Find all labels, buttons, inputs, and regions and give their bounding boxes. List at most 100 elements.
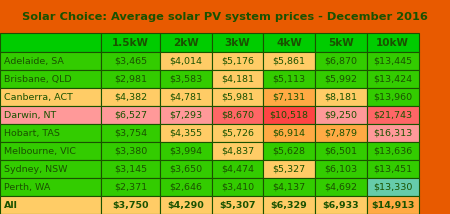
Text: $13,424: $13,424 bbox=[373, 74, 412, 83]
Text: $6,870: $6,870 bbox=[324, 56, 357, 65]
Text: $5,726: $5,726 bbox=[221, 128, 254, 138]
Bar bbox=[315, 70, 367, 88]
Bar bbox=[101, 52, 160, 70]
Bar bbox=[101, 124, 160, 142]
Text: $3,410: $3,410 bbox=[221, 183, 254, 192]
Text: $4,290: $4,290 bbox=[167, 201, 204, 210]
Text: $6,501: $6,501 bbox=[324, 147, 357, 156]
Bar bbox=[160, 33, 212, 52]
Text: $4,837: $4,837 bbox=[221, 147, 254, 156]
Bar bbox=[367, 52, 419, 70]
Text: $21,743: $21,743 bbox=[373, 110, 412, 119]
Text: 4kW: 4kW bbox=[276, 38, 302, 48]
Text: $4,181: $4,181 bbox=[221, 74, 254, 83]
Text: 5kW: 5kW bbox=[328, 38, 354, 48]
Bar bbox=[0, 106, 101, 124]
Bar bbox=[212, 88, 263, 106]
Text: $4,014: $4,014 bbox=[169, 56, 202, 65]
Text: $5,628: $5,628 bbox=[273, 147, 306, 156]
Bar bbox=[212, 124, 263, 142]
Bar bbox=[101, 88, 160, 106]
Bar bbox=[315, 33, 367, 52]
Text: $3,750: $3,750 bbox=[112, 201, 149, 210]
Text: 10kW: 10kW bbox=[376, 38, 409, 48]
Bar bbox=[212, 52, 263, 70]
Text: $3,145: $3,145 bbox=[114, 165, 147, 174]
Bar bbox=[315, 88, 367, 106]
Text: $5,981: $5,981 bbox=[221, 92, 254, 101]
Text: Melbourne, VIC: Melbourne, VIC bbox=[4, 147, 76, 156]
Text: $8,670: $8,670 bbox=[221, 110, 254, 119]
Text: $13,451: $13,451 bbox=[373, 165, 412, 174]
Bar bbox=[212, 178, 263, 196]
Text: Sydney, NSW: Sydney, NSW bbox=[4, 165, 67, 174]
Text: 1.5kW: 1.5kW bbox=[112, 38, 149, 48]
Text: $13,960: $13,960 bbox=[373, 92, 412, 101]
Bar bbox=[263, 124, 315, 142]
Bar bbox=[160, 178, 212, 196]
Text: $3,380: $3,380 bbox=[114, 147, 147, 156]
Text: $16,313: $16,313 bbox=[373, 128, 412, 138]
Bar bbox=[212, 33, 263, 52]
Bar bbox=[315, 106, 367, 124]
Bar bbox=[0, 70, 101, 88]
Bar bbox=[0, 142, 101, 160]
Text: $9,250: $9,250 bbox=[324, 110, 357, 119]
Text: $3,583: $3,583 bbox=[169, 74, 202, 83]
Text: $4,474: $4,474 bbox=[221, 165, 254, 174]
Bar bbox=[101, 70, 160, 88]
Bar bbox=[315, 196, 367, 214]
Bar bbox=[160, 124, 212, 142]
Text: 2kW: 2kW bbox=[173, 38, 198, 48]
Bar bbox=[367, 160, 419, 178]
Bar bbox=[263, 160, 315, 178]
Bar bbox=[367, 88, 419, 106]
Bar bbox=[263, 33, 315, 52]
Text: $6,914: $6,914 bbox=[273, 128, 306, 138]
Bar bbox=[0, 33, 101, 52]
Text: $4,137: $4,137 bbox=[273, 183, 306, 192]
Bar bbox=[160, 142, 212, 160]
Bar bbox=[0, 52, 101, 70]
Text: $14,913: $14,913 bbox=[371, 201, 414, 210]
Bar bbox=[212, 160, 263, 178]
Bar bbox=[212, 142, 263, 160]
Bar bbox=[263, 70, 315, 88]
Text: $13,636: $13,636 bbox=[373, 147, 412, 156]
Bar bbox=[315, 124, 367, 142]
Bar bbox=[367, 178, 419, 196]
Bar bbox=[315, 52, 367, 70]
Bar bbox=[101, 33, 160, 52]
Bar bbox=[160, 160, 212, 178]
Bar bbox=[367, 106, 419, 124]
Bar bbox=[0, 178, 101, 196]
Text: $3,650: $3,650 bbox=[169, 165, 202, 174]
Bar bbox=[101, 196, 160, 214]
Text: All: All bbox=[4, 201, 18, 210]
Text: $5,307: $5,307 bbox=[219, 201, 256, 210]
Bar bbox=[101, 160, 160, 178]
Bar bbox=[367, 142, 419, 160]
Bar bbox=[160, 88, 212, 106]
Text: $6,933: $6,933 bbox=[323, 201, 359, 210]
Bar bbox=[212, 106, 263, 124]
Text: Hobart, TAS: Hobart, TAS bbox=[4, 128, 59, 138]
Text: $4,781: $4,781 bbox=[169, 92, 202, 101]
Text: $2,371: $2,371 bbox=[114, 183, 147, 192]
Text: Darwin, NT: Darwin, NT bbox=[4, 110, 56, 119]
Text: Perth, WA: Perth, WA bbox=[4, 183, 50, 192]
Text: Canberra, ACT: Canberra, ACT bbox=[4, 92, 72, 101]
Bar bbox=[315, 178, 367, 196]
Text: $7,131: $7,131 bbox=[273, 92, 306, 101]
Text: $3,754: $3,754 bbox=[114, 128, 147, 138]
Bar bbox=[315, 142, 367, 160]
Bar bbox=[101, 178, 160, 196]
Text: $2,646: $2,646 bbox=[169, 183, 202, 192]
Text: 3kW: 3kW bbox=[225, 38, 250, 48]
Text: $3,994: $3,994 bbox=[169, 147, 202, 156]
Bar bbox=[0, 124, 101, 142]
Text: $6,103: $6,103 bbox=[324, 165, 357, 174]
Text: $4,692: $4,692 bbox=[324, 183, 357, 192]
Bar bbox=[367, 196, 419, 214]
Bar bbox=[0, 160, 101, 178]
